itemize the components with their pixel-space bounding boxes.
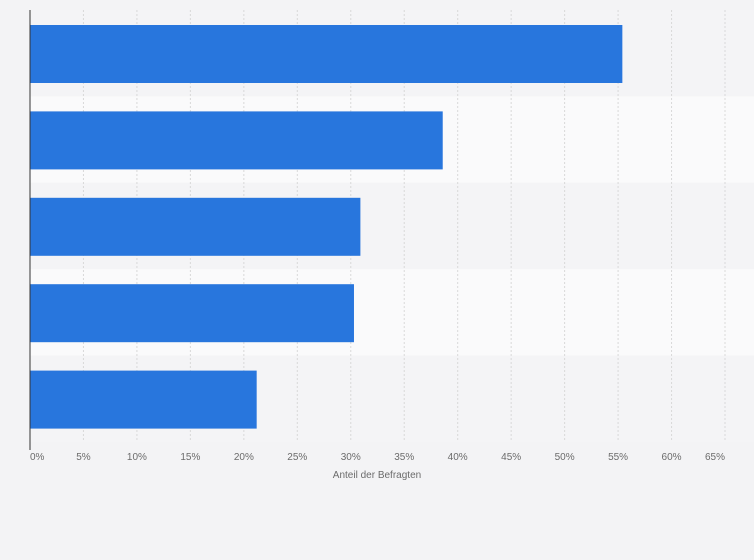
bar xyxy=(30,284,354,343)
x-tick-label: 25% xyxy=(287,452,307,463)
x-tick-label: 30% xyxy=(341,452,361,463)
x-tick-label: 50% xyxy=(555,452,575,463)
x-tick-label: 20% xyxy=(234,452,254,463)
bar xyxy=(30,370,257,429)
x-tick-label: 10% xyxy=(127,452,147,463)
x-tick-label: 0% xyxy=(30,452,45,463)
x-tick-label: 60% xyxy=(662,452,682,463)
x-tick-label: 40% xyxy=(448,452,468,463)
bar xyxy=(30,111,443,170)
x-tick-label: 65% xyxy=(705,452,725,463)
x-tick-label: 5% xyxy=(76,452,91,463)
x-tick-labels: 0% 5% 10% 15% 20% 25% 30% 35% 40% 45% 50% 55% 60% 65% xyxy=(30,452,725,463)
bars xyxy=(30,25,623,429)
bar xyxy=(30,197,361,256)
x-axis-title: Anteil der Befragten xyxy=(333,470,421,481)
x-tick-label: 45% xyxy=(501,452,521,463)
x-tick-label: 55% xyxy=(608,452,628,463)
bar xyxy=(30,25,623,83)
x-tick-label: 35% xyxy=(394,452,414,463)
x-tick-label: 15% xyxy=(180,452,200,463)
